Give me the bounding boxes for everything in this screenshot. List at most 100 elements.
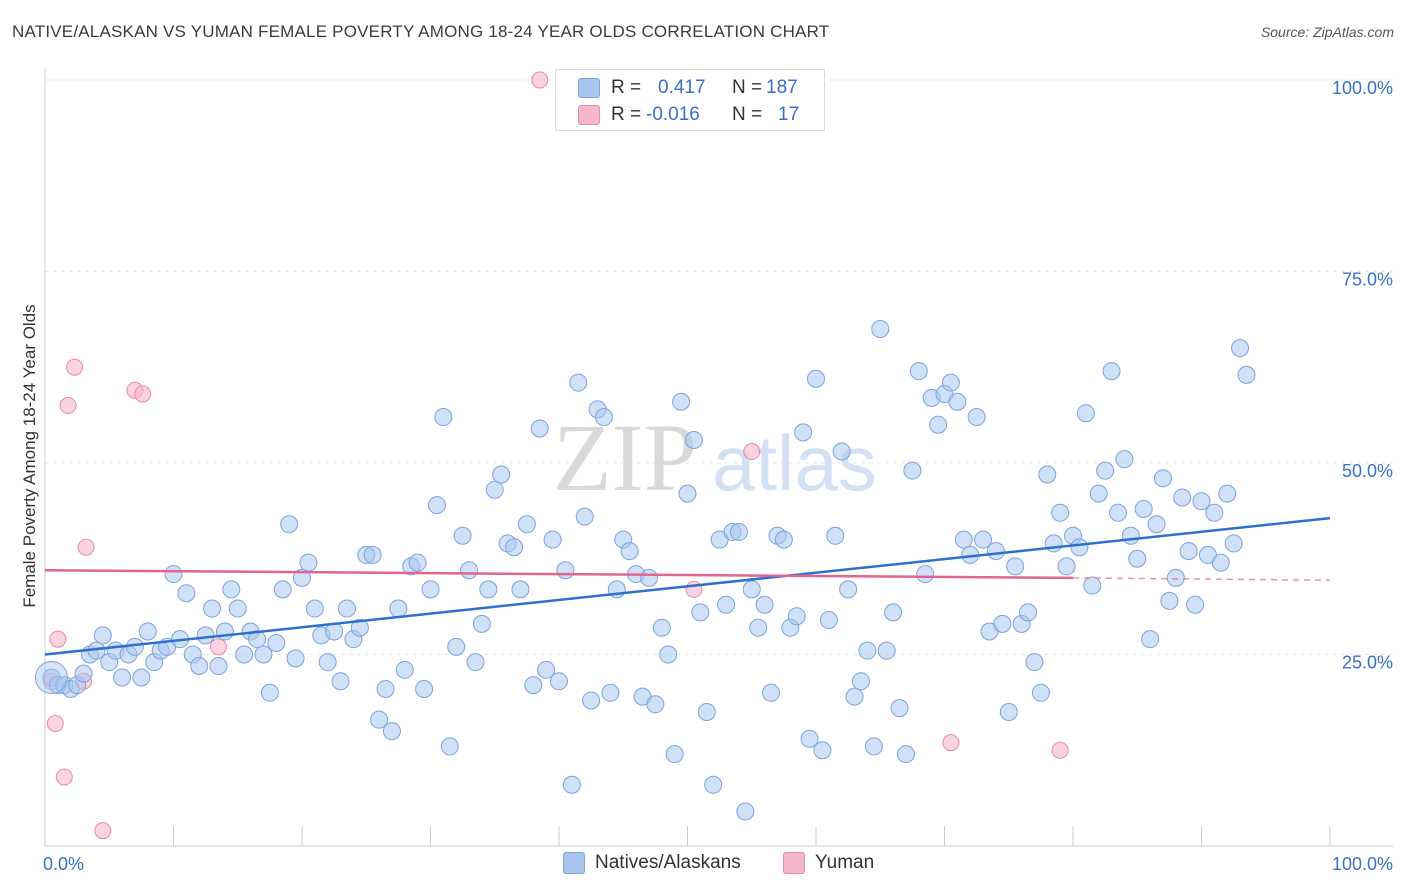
natives-point <box>697 702 716 721</box>
natives-point <box>1160 591 1179 610</box>
natives-point <box>1179 542 1198 561</box>
yuman-point <box>66 358 84 376</box>
watermark: ZIP atlas <box>553 404 877 511</box>
natives-point <box>909 362 928 381</box>
natives-point <box>774 530 793 549</box>
natives-point <box>582 691 601 710</box>
natives-point <box>1031 683 1050 702</box>
natives-point <box>1237 365 1256 384</box>
natives-point <box>222 580 241 599</box>
gridlines <box>45 79 1393 655</box>
yuman-point <box>55 768 73 786</box>
natives-point <box>736 802 755 821</box>
natives-point <box>382 722 401 741</box>
natives-point <box>1038 465 1057 484</box>
legend-r-value: 0.417 <box>658 77 706 98</box>
natives-point <box>93 626 112 645</box>
natives-point <box>511 580 530 599</box>
natives-point <box>1153 469 1172 488</box>
yuman-point <box>134 385 152 403</box>
legend-n-value: 187 <box>766 77 798 98</box>
natives-point <box>807 369 825 388</box>
y-tick-label: 75.0% <box>1342 270 1393 290</box>
watermark-zip: ZIP <box>553 404 697 511</box>
natives-point <box>1192 492 1211 511</box>
natives-point <box>331 672 350 691</box>
natives-point <box>1231 339 1250 358</box>
natives-point <box>594 408 613 427</box>
natives-point <box>1057 557 1076 576</box>
natives-point <box>575 507 594 526</box>
natives-point <box>1134 499 1153 518</box>
natives-point <box>466 653 485 672</box>
natives-point <box>941 373 960 392</box>
bottom-legend-natives-label: Natives/Alaskans <box>595 852 741 873</box>
natives-point <box>363 545 382 564</box>
natives-point <box>929 415 948 434</box>
bottom-swatch-natives <box>563 852 585 874</box>
natives-point <box>1044 534 1063 553</box>
natives-point <box>376 679 395 698</box>
natives-point <box>1166 568 1185 587</box>
natives-point <box>415 679 434 698</box>
yuman-point <box>1051 741 1069 759</box>
natives-point <box>1076 404 1095 423</box>
natives-point <box>871 319 890 338</box>
natives-point <box>800 729 819 748</box>
natives-point <box>884 603 903 622</box>
natives-point <box>479 580 498 599</box>
natives-point <box>1115 450 1134 469</box>
natives-trend-line <box>44 516 1331 656</box>
natives-point <box>113 668 132 687</box>
natives-point <box>1025 653 1044 672</box>
natives-point <box>851 672 870 691</box>
natives-point <box>228 599 247 618</box>
natives-point <box>1108 503 1127 522</box>
natives-point <box>299 553 318 572</box>
natives-point <box>986 542 1005 561</box>
natives-point <box>652 618 671 637</box>
natives-point <box>537 660 556 679</box>
natives-point <box>1096 461 1115 480</box>
axes <box>44 68 1393 847</box>
natives-point <box>164 565 183 584</box>
natives-point <box>1218 484 1237 503</box>
natives-point <box>209 656 228 675</box>
natives-point <box>639 568 658 587</box>
y-axis-label: Female Poverty Among 18-24 Year Olds <box>20 304 39 607</box>
natives-point <box>235 645 254 664</box>
natives-point <box>248 630 267 649</box>
legend-r-value: -0.016 <box>646 104 700 125</box>
natives-point <box>485 480 504 499</box>
natives-point <box>543 530 562 549</box>
natives-cluster-point <box>34 660 68 694</box>
natives-point <box>858 641 877 660</box>
natives-point <box>845 687 864 706</box>
natives-point <box>350 618 369 637</box>
natives-point <box>286 649 305 668</box>
yuman-point <box>685 580 703 598</box>
bottom-legend-yuman-label: Yuman <box>815 852 875 873</box>
natives-point <box>1102 362 1121 381</box>
natives-point <box>305 599 324 618</box>
natives-point <box>434 408 453 427</box>
natives-point <box>138 622 157 641</box>
natives-point <box>1070 538 1089 557</box>
natives-point <box>524 676 543 695</box>
natives-point <box>370 710 389 729</box>
natives-point <box>569 373 588 392</box>
yuman-point <box>743 443 761 461</box>
natives-point <box>678 484 697 503</box>
natives-point <box>755 595 774 614</box>
natives-point <box>421 580 440 599</box>
natives-point <box>787 607 806 626</box>
legend-swatch-natives <box>578 78 600 98</box>
yuman-point <box>46 714 64 732</box>
legend-n-label: N = <box>732 104 763 125</box>
natives-point <box>1224 534 1243 553</box>
natives-point <box>427 496 446 515</box>
natives-point <box>260 683 279 702</box>
yuman-point <box>49 630 67 648</box>
natives-point <box>864 737 883 756</box>
